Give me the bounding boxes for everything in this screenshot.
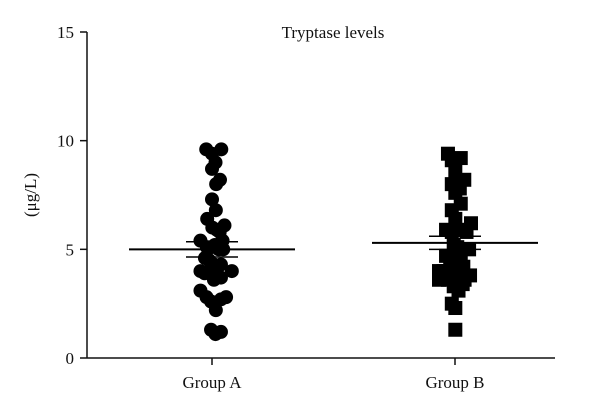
data-point [213, 172, 227, 187]
data-point [208, 303, 223, 318]
x-categories: Group A Group B [182, 358, 485, 392]
data-marks [129, 142, 538, 342]
data-point [448, 322, 463, 337]
data-point [213, 270, 228, 285]
y-tick-label: 5 [66, 240, 75, 259]
x-category-label: Group B [425, 373, 484, 392]
y-ticks: 0 5 10 15 [57, 23, 87, 368]
y-tick-label: 15 [57, 23, 74, 42]
data-point [459, 224, 474, 239]
data-point [457, 172, 472, 187]
data-point [453, 151, 468, 166]
data-point [205, 192, 219, 207]
data-point [213, 324, 228, 339]
data-point [224, 264, 239, 279]
data-point [448, 301, 463, 316]
y-tick-label: 0 [66, 349, 75, 368]
chart-title: Tryptase levels [282, 23, 385, 42]
y-axis-label: (μg/L) [21, 173, 40, 217]
data-point [214, 142, 229, 157]
data-point [455, 277, 470, 292]
data-point [205, 161, 219, 176]
data-point [208, 203, 223, 218]
data-point [448, 211, 463, 226]
x-category-label: Group A [182, 373, 242, 392]
data-point [213, 257, 228, 272]
y-tick-label: 10 [57, 132, 74, 151]
data-point [219, 290, 234, 305]
